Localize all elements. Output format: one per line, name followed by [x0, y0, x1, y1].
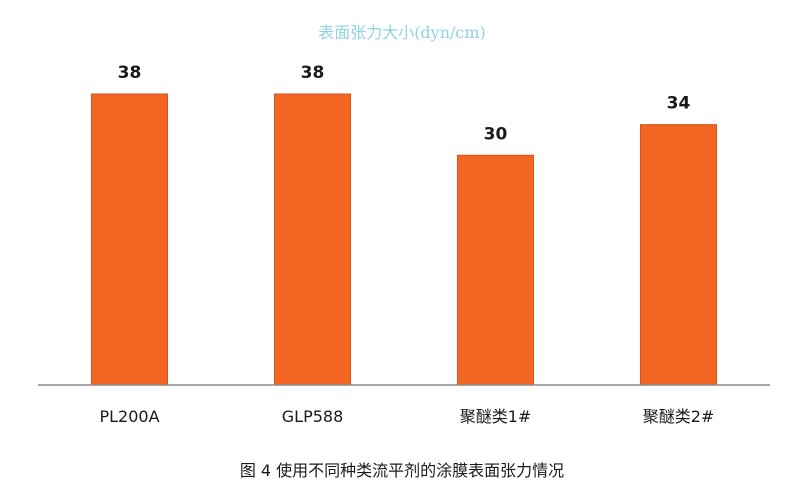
x-tick-label-2: GLP588: [282, 407, 344, 426]
x-tick-labels-group: PL200A GLP588 聚醚类1# 聚醚类2#: [99, 407, 714, 426]
data-label-1: 38: [118, 63, 142, 83]
bars-group: [91, 93, 717, 386]
data-labels-group: 38 38 30 34: [118, 63, 691, 144]
data-label-2: 38: [301, 63, 325, 83]
x-tick-label-3: 聚醚类1#: [460, 407, 532, 426]
bar-2: [274, 93, 351, 386]
bar-1: [91, 93, 168, 386]
figure-caption: 图 4 使用不同种类流平剂的涂膜表面张力情况: [240, 461, 564, 480]
data-label-3: 30: [484, 124, 508, 144]
bar-4: [640, 124, 717, 386]
x-tick-label-4: 聚醚类2#: [643, 407, 715, 426]
bar-3: [457, 154, 534, 386]
x-tick-label-1: PL200A: [99, 407, 159, 426]
chart-title: 表面张力大小(dyn/cm): [318, 23, 486, 42]
data-label-4: 34: [667, 94, 691, 114]
